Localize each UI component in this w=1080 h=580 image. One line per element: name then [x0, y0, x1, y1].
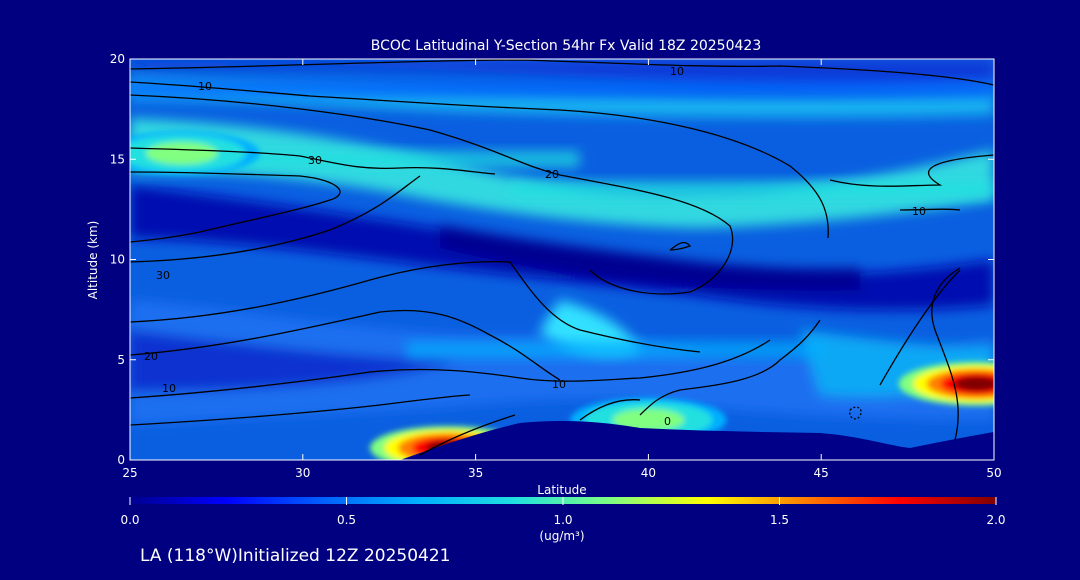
- contour-label: 10: [670, 65, 684, 78]
- y-tick-label: 0: [117, 453, 125, 467]
- contour-lines: [130, 59, 994, 456]
- colorbar-tick-label: 0.5: [337, 513, 356, 527]
- concentration-hotspot: [898, 361, 994, 406]
- contour-line: [419, 414, 516, 456]
- contour-line: [130, 339, 771, 399]
- y-tick-label: 15: [110, 152, 125, 166]
- colorbar-units: (ug/m³): [539, 529, 584, 543]
- y-axis: 0 5 10 15 20: [110, 52, 994, 467]
- contour-label: 30: [308, 154, 322, 167]
- x-tick-label: 35: [468, 466, 483, 480]
- concentration-hotspot: [130, 131, 260, 176]
- contour-line: [130, 81, 829, 239]
- contour-label: 20: [545, 168, 559, 181]
- contour-line: [130, 261, 701, 353]
- y-tick-label: 5: [117, 353, 125, 367]
- contour-line: [829, 154, 994, 187]
- contour-line: [130, 175, 421, 263]
- y-tick-label: 20: [110, 52, 125, 66]
- contour-line: [130, 394, 471, 426]
- contour-label: 10: [162, 382, 176, 395]
- concentration-band: [510, 181, 994, 198]
- contour-label: 20: [144, 350, 158, 363]
- concentration-band: [406, 341, 822, 358]
- x-tick-label: 40: [641, 466, 656, 480]
- x-tick-label: 25: [122, 466, 137, 480]
- footer-text: LA (118°W)Initialized 12Z 20250421: [140, 546, 450, 566]
- contour-line: [579, 399, 641, 421]
- x-axis-label: Latitude: [537, 483, 586, 497]
- concentration-band: [130, 81, 994, 98]
- colorbar-tick-label: 0.0: [120, 513, 139, 527]
- colorbar-ticks: 0.0 0.5 1.0 1.5 2.0: [120, 497, 1006, 527]
- y-tick-label: 10: [110, 253, 125, 267]
- contour-label: 10: [198, 80, 212, 93]
- colorbar-tick-label: 1.5: [770, 513, 789, 527]
- contour-line: [130, 309, 561, 381]
- contour-label: 10: [912, 205, 926, 218]
- contour-line: [130, 147, 496, 175]
- contour-line: [931, 267, 961, 441]
- x-tick-label: 45: [814, 466, 829, 480]
- colorbar-tick-label: 1.0: [553, 513, 572, 527]
- x-tick-label: 50: [986, 466, 1001, 480]
- contour-line: [879, 269, 961, 386]
- contour-line: [130, 59, 994, 86]
- field-layers: [130, 60, 994, 425]
- contour-line: [130, 171, 341, 243]
- x-tick-label: 30: [295, 466, 310, 480]
- contour-line: [130, 94, 734, 295]
- plot-area: 10 10 30 20 10 30 20 10 10 0: [130, 59, 994, 460]
- contour-line: [899, 208, 961, 211]
- contour-line: [669, 241, 692, 251]
- contour-line: [639, 319, 821, 416]
- contour-label: 10: [552, 378, 566, 391]
- contour-labels: 10 10 30 20 10 30 20 10 10 0: [144, 65, 926, 428]
- contour-label: 30: [156, 269, 170, 282]
- contour-label: 0: [664, 415, 671, 428]
- y-axis-label: Altitude (km): [86, 221, 100, 300]
- chart-title: BCOC Latitudinal Y-Section 54hr Fx Valid…: [371, 38, 761, 54]
- colorbar-tick-label: 2.0: [986, 513, 1005, 527]
- terrain: [130, 420, 994, 460]
- x-axis: 25 30 35 40 45 50: [122, 59, 1002, 480]
